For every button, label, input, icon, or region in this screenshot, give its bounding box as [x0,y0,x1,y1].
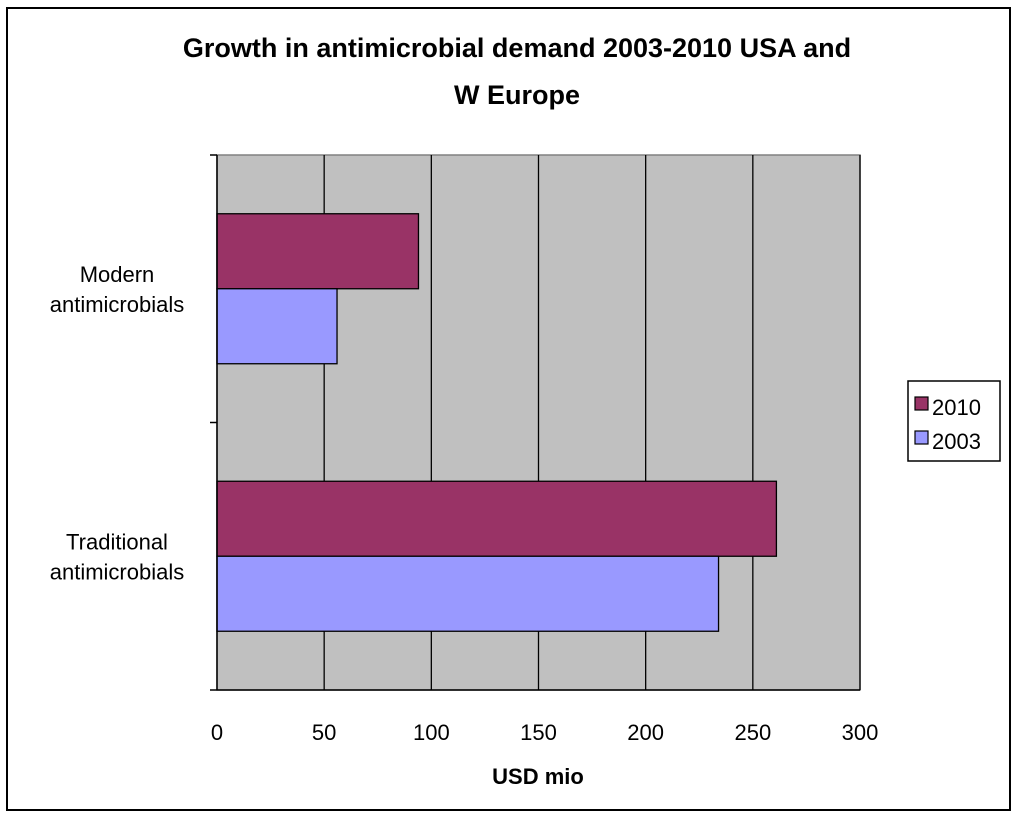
x-tick-label-300: 300 [842,720,879,745]
legend: 2010 2003 [907,380,1001,462]
x-tick-label-0: 0 [211,720,223,745]
legend-swatch-2003 [914,430,929,445]
legend-label-2003: 2003 [932,429,981,454]
category-labels: Modern antimicrobials Traditional antimicro… [50,262,185,585]
x-tick-label-100: 100 [413,720,450,745]
category-label-0-line-1: antimicrobials [50,292,185,317]
x-tick-label-50: 50 [312,720,336,745]
legend-swatch-2010 [914,396,929,411]
chart-title-line-1: Growth in antimicrobial demand 2003-2010… [183,33,851,63]
bar-2003-0 [216,288,338,365]
x-tick-label-250: 250 [734,720,771,745]
category-label-1-line-0: Traditional [66,529,168,554]
category-label-1-line-1: antimicrobials [50,559,185,584]
bars-group [216,213,778,632]
x-tick-labels: 0 50 100 150 200 250 300 [211,720,878,745]
legend-box [907,380,1001,462]
x-tick-label-200: 200 [627,720,664,745]
bar-2003-1 [216,555,720,632]
category-label-0-line-0: Modern [80,262,155,287]
bar-2010-1 [216,480,778,557]
chart-title-line-2: W Europe [454,80,580,110]
x-tick-label-150: 150 [520,720,557,745]
legend-label-2010: 2010 [932,395,981,420]
x-axis-label: USD mio [492,764,584,789]
bar-2010-0 [216,213,420,290]
axes-group [210,154,860,691]
